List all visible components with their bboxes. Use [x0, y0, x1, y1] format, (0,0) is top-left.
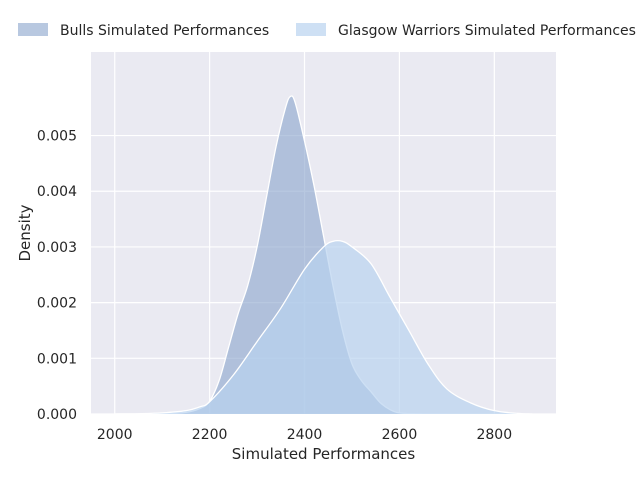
x-tick-labels: 2000 2200 2400 2600 2800 — [97, 427, 512, 443]
legend-item-1: Glasgow Warriors Simulated Performances — [296, 23, 636, 39]
legend-label: Glasgow Warriors Simulated Performances — [338, 23, 636, 39]
y-tick-label: 0.003 — [37, 240, 77, 256]
legend-label: Bulls Simulated Performances — [60, 23, 269, 39]
series-area — [114, 240, 533, 414]
y-axis-label: Density — [16, 204, 34, 261]
x-tick-label: 2600 — [382, 427, 418, 443]
legend-item-0: Bulls Simulated Performances — [18, 23, 269, 39]
y-tick-label: 0.000 — [37, 407, 77, 423]
x-tick-label: 2800 — [476, 427, 512, 443]
x-tick-label: 2000 — [97, 427, 133, 443]
y-tick-labels: 0.000 0.001 0.002 0.003 0.004 0.005 — [37, 129, 77, 423]
series-area — [114, 95, 447, 414]
y-tick-label: 0.005 — [37, 129, 77, 145]
series-layer — [114, 95, 533, 415]
x-axis-label: Simulated Performances — [232, 445, 416, 463]
series-1 — [114, 240, 533, 415]
x-tick-label: 2400 — [287, 427, 323, 443]
series-line — [114, 240, 533, 415]
legend: Bulls Simulated Performances Glasgow Warr… — [18, 23, 636, 39]
x-tick-label: 2200 — [192, 427, 228, 443]
legend-swatch — [18, 23, 48, 36]
y-tick-label: 0.002 — [37, 296, 77, 312]
legend-swatch — [296, 23, 326, 36]
y-tick-label: 0.001 — [37, 351, 77, 367]
y-tick-label: 0.004 — [37, 184, 77, 200]
